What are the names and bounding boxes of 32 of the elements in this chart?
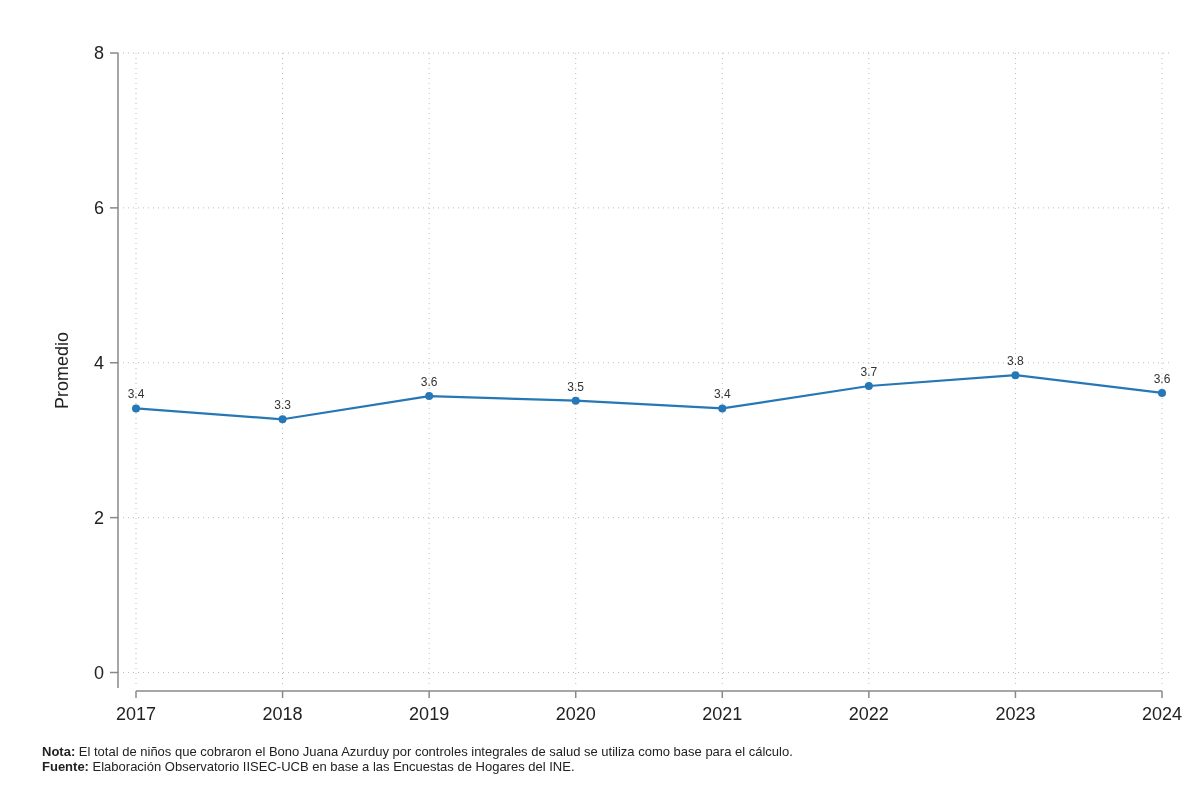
- y-axis-title: Promedio: [52, 331, 72, 410]
- y-tick-label: 0: [93, 662, 104, 683]
- x-tick-label: 2023: [995, 704, 1036, 724]
- point: [571, 396, 580, 405]
- x-tick-label: 2021: [702, 704, 743, 724]
- data-label: 3.5: [567, 379, 585, 394]
- data-label: 3.6: [1153, 371, 1171, 386]
- data-label: 3.6: [420, 375, 438, 390]
- x-tick-label: 2022: [848, 704, 889, 724]
- point: [718, 404, 727, 413]
- data-label: 3.4: [713, 387, 731, 402]
- y-tick-label: 6: [93, 198, 104, 219]
- point: [425, 392, 434, 401]
- x-tick-label: 2018: [262, 704, 303, 724]
- point: [864, 381, 873, 390]
- point: [1011, 371, 1020, 380]
- data-label: 3.4: [127, 387, 145, 402]
- x-tick-label: 2024: [1141, 704, 1183, 724]
- point: [1158, 388, 1166, 397]
- point: [278, 415, 287, 424]
- data-label: 3.8: [1007, 354, 1025, 369]
- x-tick-label: 2017: [115, 704, 157, 724]
- y-tick-label: 4: [93, 353, 104, 374]
- text: Nota: El total de niños que cobraron el Bono Juana Azurduy por controles integrales de salud se utiliza como base para el cálculo.: [42, 744, 793, 759]
- y-tick-label: 8: [93, 43, 104, 64]
- data-label: 3.3: [274, 398, 292, 413]
- point: [132, 404, 140, 413]
- y-tick-label: 2: [93, 507, 104, 528]
- data-label: 3.7: [860, 364, 878, 379]
- x-tick-label: 2020: [555, 704, 596, 724]
- x-tick-label: 2019: [409, 704, 450, 724]
- source-note: Fuente: Elaboración Observatorio IISEC-UCB en base a las Encuestas de Hogares del INE.: [42, 759, 575, 774]
